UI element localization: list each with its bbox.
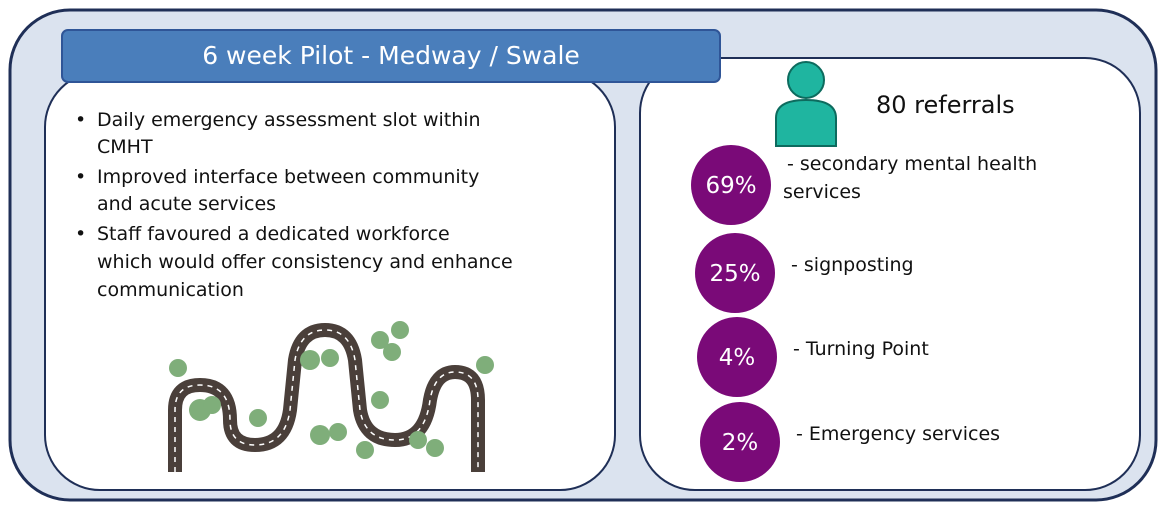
outcome-label: - signposting	[791, 254, 914, 276]
bullet: •	[75, 109, 86, 131]
bullet: •	[75, 223, 86, 245]
percent: 2%	[722, 430, 759, 456]
outcome-label: - secondary mental health	[787, 153, 1037, 175]
referrals: 80 referrals	[876, 91, 1015, 119]
bullet: •	[75, 166, 86, 188]
slide: 6 week Pilot - Medway / Swale • Daily em…	[0, 0, 1164, 508]
percent: 4%	[719, 345, 756, 371]
bullet-text: Daily emergency assessment slot within	[97, 109, 481, 131]
percent: 69%	[705, 173, 756, 199]
outcome-label: - Emergency services	[796, 423, 1000, 445]
bullet-text: and acute services	[97, 193, 276, 215]
outcome-label: services	[783, 181, 861, 203]
bullet-text: Improved interface between community	[97, 166, 479, 188]
bullet-text: communication	[97, 279, 244, 301]
percent: 25%	[709, 261, 760, 287]
bullet-text: CMHT	[97, 136, 153, 158]
page: 6 week Pilot - Medway / Swale • Daily em…	[0, 0, 1164, 508]
outcome-label: - Turning Point	[793, 338, 929, 360]
bullet-text: which would offer consistency and enhanc…	[97, 251, 513, 273]
bullet-text: Staff favoured a dedicated workforce	[97, 223, 450, 245]
title: 6 week Pilot - Medway / Swale	[202, 41, 580, 70]
